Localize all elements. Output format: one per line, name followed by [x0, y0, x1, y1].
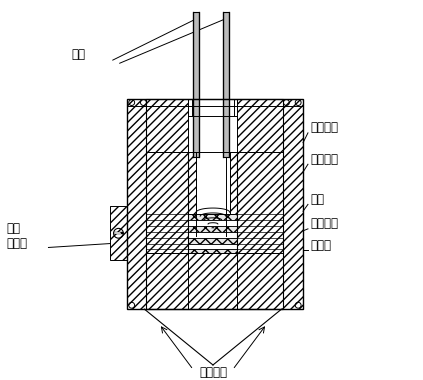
Polygon shape [189, 99, 192, 116]
Polygon shape [189, 253, 237, 309]
Polygon shape [189, 152, 196, 214]
Text: 隔离膜片: 隔离膜片 [310, 122, 338, 135]
Polygon shape [189, 226, 237, 232]
Polygon shape [189, 220, 237, 226]
Text: 固定极板: 固定极板 [310, 217, 338, 230]
Polygon shape [189, 238, 237, 244]
Polygon shape [237, 99, 283, 152]
Bar [223, 13, 229, 157]
Polygon shape [189, 249, 237, 253]
Polygon shape [146, 99, 189, 152]
Bar [193, 13, 199, 157]
Polygon shape [114, 232, 124, 234]
Text: 绝缘体: 绝缘体 [310, 239, 331, 252]
Text: 真空
基准腔: 真空 基准腔 [6, 222, 27, 250]
Polygon shape [110, 206, 127, 260]
Polygon shape [283, 99, 303, 309]
Polygon shape [196, 152, 230, 214]
Text: 焊接密封: 焊接密封 [199, 366, 227, 379]
Polygon shape [146, 152, 189, 309]
Polygon shape [230, 152, 237, 214]
Polygon shape [233, 99, 237, 116]
Polygon shape [189, 232, 237, 238]
Polygon shape [127, 99, 146, 309]
Polygon shape [189, 214, 237, 220]
Text: 测量膜片: 测量膜片 [310, 153, 338, 166]
Text: 导线: 导线 [71, 48, 85, 61]
Text: 硅油: 硅油 [310, 193, 324, 206]
Polygon shape [189, 244, 237, 249]
Polygon shape [237, 152, 283, 309]
